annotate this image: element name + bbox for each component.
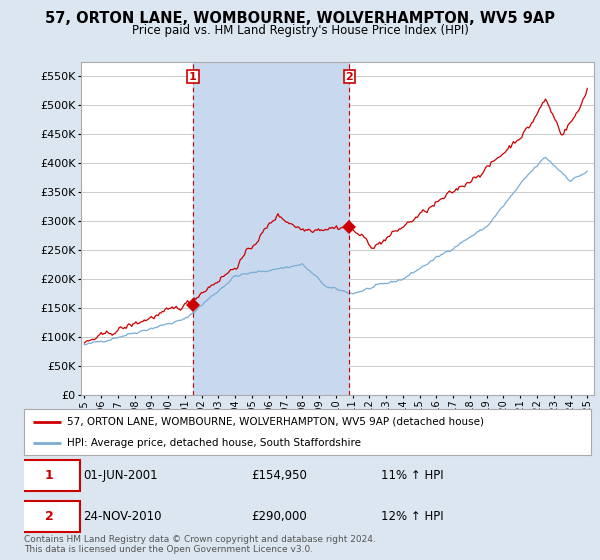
Text: 11% ↑ HPI: 11% ↑ HPI [381,469,444,482]
Text: 1: 1 [44,469,53,482]
Text: Contains HM Land Registry data © Crown copyright and database right 2024.
This d: Contains HM Land Registry data © Crown c… [24,535,376,554]
Text: 1: 1 [189,72,197,82]
Text: 01-JUN-2001: 01-JUN-2001 [83,469,158,482]
Text: 2: 2 [345,72,353,82]
Bar [193,62,349,395]
Text: 12% ↑ HPI: 12% ↑ HPI [381,510,444,523]
Text: 2: 2 [44,510,53,523]
Text: HPI: Average price, detached house, South Staffordshire: HPI: Average price, detached house, Sout… [67,438,361,448]
Text: 24-NOV-2010: 24-NOV-2010 [83,510,162,523]
Text: £290,000: £290,000 [251,510,307,523]
Text: 57, ORTON LANE, WOMBOURNE, WOLVERHAMPTON, WV5 9AP (detached house): 57, ORTON LANE, WOMBOURNE, WOLVERHAMPTON… [67,417,484,427]
Text: £154,950: £154,950 [251,469,307,482]
Text: 57, ORTON LANE, WOMBOURNE, WOLVERHAMPTON, WV5 9AP: 57, ORTON LANE, WOMBOURNE, WOLVERHAMPTON… [45,11,555,26]
FancyBboxPatch shape [19,501,80,532]
Text: Price paid vs. HM Land Registry's House Price Index (HPI): Price paid vs. HM Land Registry's House … [131,24,469,36]
FancyBboxPatch shape [19,460,80,491]
